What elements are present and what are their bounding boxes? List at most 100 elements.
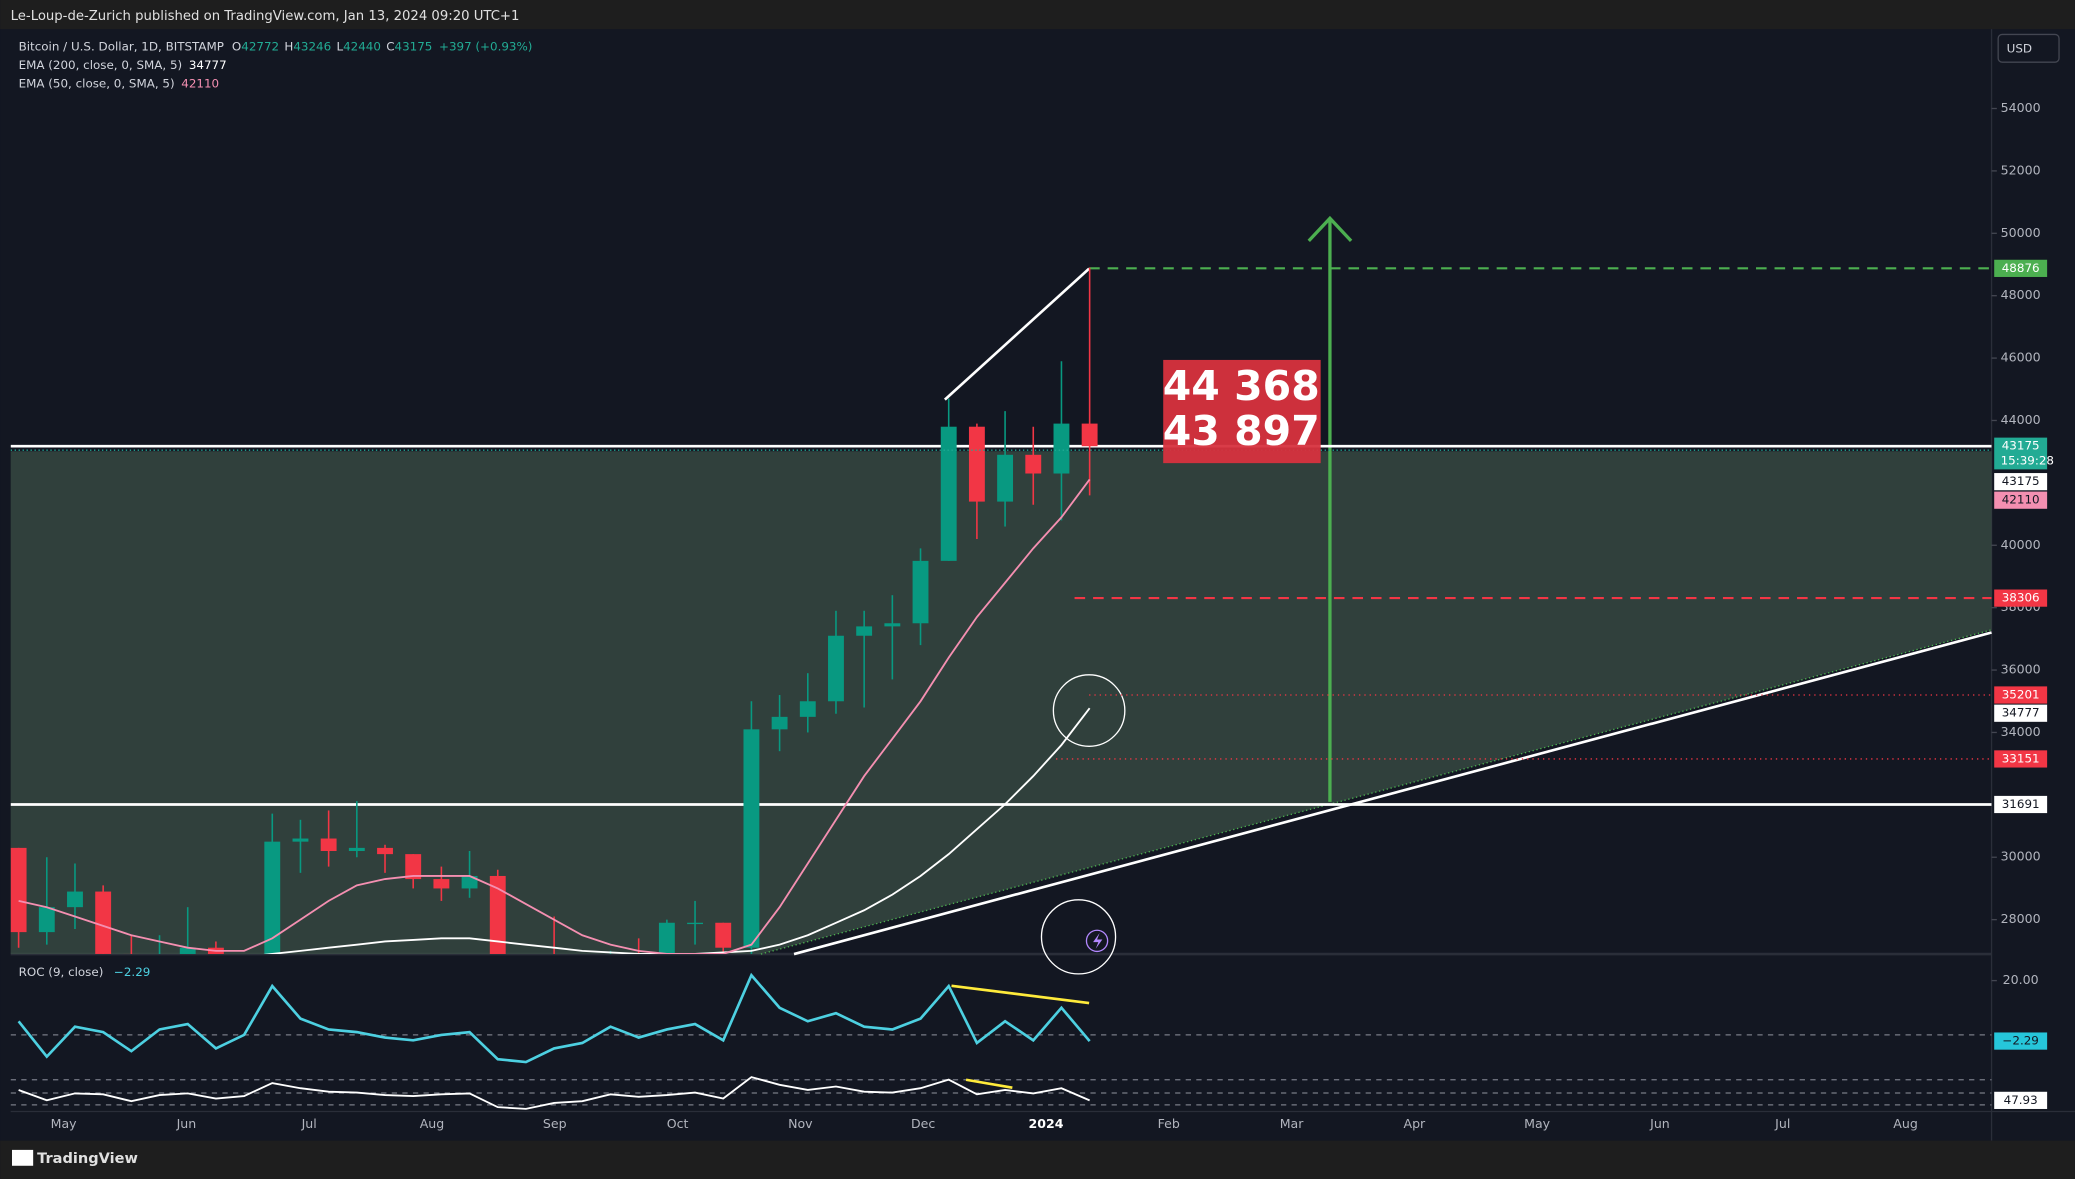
roc-line (17, 972, 1091, 1064)
candle-body (489, 875, 506, 955)
price-tag (1994, 259, 2048, 277)
brand: TradingView (37, 1150, 138, 1167)
price-tag-label: 34777 (2002, 706, 2040, 720)
y-tick-label: 54000 (2001, 100, 2041, 115)
price-tag-label: 33151 (2002, 751, 2040, 765)
main-pane (10, 267, 1992, 955)
x-tick-label: Apr (1403, 1116, 1426, 1131)
legend-value: 34777 (189, 57, 227, 71)
y-tick-label: 44000 (2001, 412, 2041, 427)
candle-body (884, 623, 901, 627)
price-tag (1994, 437, 2048, 470)
x-tick-label: Jul (301, 1116, 317, 1131)
candle-body (264, 841, 281, 955)
candle-body (95, 891, 112, 954)
roc-title: ROC (9, close) (19, 965, 104, 979)
ohlc-value: 43246 (293, 39, 331, 53)
legend-line: EMA (50, close, 0, SMA, 5) 42110 (19, 76, 219, 90)
ohlc-key: O (232, 39, 241, 53)
x-tick-label: Jun (176, 1116, 197, 1131)
roc-tag-label: −2.29 (2002, 1034, 2038, 1048)
candle-body (715, 922, 732, 948)
roc-value: −2.29 (114, 965, 150, 979)
candle-body (123, 953, 140, 955)
y-tick-label: 34000 (2001, 724, 2041, 739)
currency-button[interactable] (1997, 33, 2060, 63)
x-tick-label: Nov (788, 1116, 813, 1131)
ohlc-value: 43175 (395, 39, 433, 53)
highlight-circle (1052, 674, 1126, 747)
candle-body (1081, 423, 1098, 447)
x-tick-label: Jul (1774, 1116, 1790, 1131)
legend-line: Bitcoin / U.S. Dollar, 1D, BITSTAMP O4277… (19, 39, 533, 53)
x-tick-label: Dec (911, 1116, 935, 1131)
y-tick-label: 50000 (2001, 225, 2041, 240)
candle-body (743, 729, 760, 948)
osc-line (18, 1076, 1091, 1110)
y-tick-label: 36000 (2001, 662, 2041, 677)
arrow-head (1307, 215, 1353, 242)
x-tick-label: May (1524, 1116, 1551, 1131)
symbol: Bitcoin / U.S. Dollar, 1D, BITSTAMP (19, 39, 224, 53)
ohlc-key: C (386, 39, 394, 53)
x-tick-label: Jun (1649, 1116, 1670, 1131)
y-tick-label: 48000 (2001, 287, 2041, 302)
x-tick-label: 2024 (1028, 1116, 1063, 1131)
price-tag (1994, 750, 2048, 768)
ema-line (262, 707, 1091, 955)
price-tag-label: 35201 (2002, 687, 2040, 701)
candle-body (38, 907, 55, 933)
ohlc-value: 42440 (343, 39, 381, 53)
osc-tag (1994, 1091, 2048, 1109)
candle-body (968, 426, 985, 502)
divergence-line (951, 984, 1090, 1005)
candle-body (348, 847, 365, 852)
y-tick-label: 28000 (2001, 911, 2041, 926)
y-tick-label: 40000 (2001, 537, 2041, 552)
candle-body (405, 854, 422, 880)
candle-body (320, 838, 337, 852)
x-tick-label: May (51, 1116, 78, 1131)
price-tag-label: 31691 (2002, 797, 2040, 811)
shaded-zone (10, 451, 1992, 955)
y-tick-label: 52000 (2001, 162, 2041, 177)
legend-name: EMA (200, close, 0, SMA, 5) (19, 57, 183, 71)
y-tick-label: 46000 (2001, 350, 2041, 365)
candle-body (433, 879, 450, 889)
price-tag-label: 48876 (2002, 261, 2040, 275)
candle-body (912, 560, 929, 624)
candle-body (799, 701, 816, 717)
candle-body (179, 947, 196, 955)
top-bar (0, 0, 2075, 30)
x-tick-label: Feb (1158, 1116, 1180, 1131)
legend-value: 42110 (181, 76, 219, 90)
price-tag (1994, 473, 2048, 491)
currency: USD (2007, 41, 2032, 55)
candle-body (771, 716, 788, 730)
ohlc-key: H (284, 39, 293, 53)
price-tag-label: 42110 (2002, 493, 2040, 507)
ema-line (18, 478, 1091, 955)
price-tag (1994, 686, 2048, 704)
ohlc-value: 42772 (241, 39, 279, 53)
candle-body (940, 426, 957, 561)
x-tick-label: Aug (1893, 1116, 1918, 1131)
y-tick-label: 30000 (2001, 849, 2041, 864)
candle-body (687, 922, 703, 925)
candle-body (10, 847, 27, 933)
byline: Le-Loup-de-Zurich published on TradingVi… (11, 9, 520, 24)
annotation-text: 43 897 (1163, 407, 1320, 455)
ohlc-key: L (336, 39, 343, 53)
candle-body (1025, 454, 1042, 474)
wedge-line (943, 267, 1090, 401)
price-tag-label: 38306 (2002, 591, 2040, 605)
lightning-icon (1085, 929, 1109, 953)
osc-pane (10, 1076, 1992, 1110)
price-tag (1994, 795, 2048, 814)
candle-body (67, 891, 83, 908)
price-tag-label: 43175 (2002, 474, 2040, 488)
trendline (793, 631, 1992, 956)
candle-body (461, 875, 478, 889)
x-tick-label: Mar (1280, 1116, 1305, 1131)
